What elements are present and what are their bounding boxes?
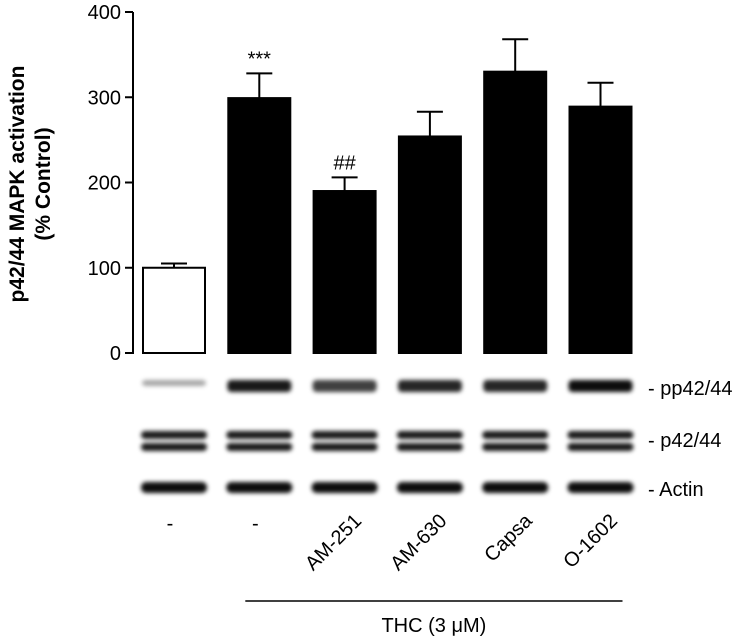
blot-band: [568, 380, 633, 392]
significance-label: ##: [333, 152, 356, 174]
blot-label: - p42/44: [648, 430, 721, 452]
bar: [227, 97, 292, 355]
blot-band: [396, 431, 463, 439]
blot-band: [396, 482, 463, 493]
blot-band: [141, 443, 207, 451]
x-tick-label: O-1602: [559, 510, 622, 573]
blot-band: [483, 380, 548, 392]
blot-band: [482, 482, 549, 493]
y-tick-label: 200: [88, 173, 121, 195]
blot-band: [226, 431, 293, 439]
blot-label: - Actin: [648, 479, 704, 501]
blot-band: [311, 443, 378, 451]
y-tick-label: 300: [88, 87, 121, 109]
blot-band: [567, 431, 634, 439]
blot-band: [311, 431, 378, 439]
blot-lane: [567, 380, 634, 493]
bar: [312, 190, 377, 354]
blot-band: [567, 482, 634, 493]
blot-band: [142, 380, 206, 386]
blot-band: [567, 443, 634, 451]
significance-label: ***: [248, 48, 272, 70]
blot-band: [312, 380, 377, 392]
blot-band: [311, 482, 378, 493]
y-axis-label: p42/44 MAPK activation: [6, 66, 29, 303]
blot-label: - pp42/44: [648, 378, 733, 400]
x-tick-label: AM-251: [301, 510, 366, 575]
blot-lane: [396, 380, 463, 493]
y-tick-label: 400: [88, 2, 121, 24]
bar: [142, 266, 206, 354]
blot-lane: [482, 380, 549, 493]
bar: [568, 105, 633, 354]
y-tick-label: 100: [88, 258, 121, 280]
bar: [397, 135, 462, 354]
blot-band: [226, 443, 293, 451]
blot-band: [396, 443, 463, 451]
blot-lane: [141, 380, 207, 493]
blot-band: [141, 482, 207, 493]
x-tick-label: -: [252, 513, 259, 535]
blot-band: [397, 380, 462, 392]
x-tick-label: Capsa: [480, 509, 537, 566]
y-tick-label: 0: [110, 343, 121, 365]
y-axis-label: (% Control): [32, 127, 55, 240]
bar: [483, 70, 548, 355]
blot-band: [482, 443, 549, 451]
blot-band: [226, 482, 293, 493]
blot-band: [141, 431, 207, 439]
blot-band: [482, 431, 549, 439]
blot-lane: [226, 380, 293, 493]
group-label: THC (3 μM): [381, 615, 486, 637]
x-tick-label: AM-630: [386, 510, 451, 575]
blot-band: [227, 380, 292, 392]
x-tick-label: -: [167, 513, 174, 535]
blot-lane: [311, 380, 378, 493]
